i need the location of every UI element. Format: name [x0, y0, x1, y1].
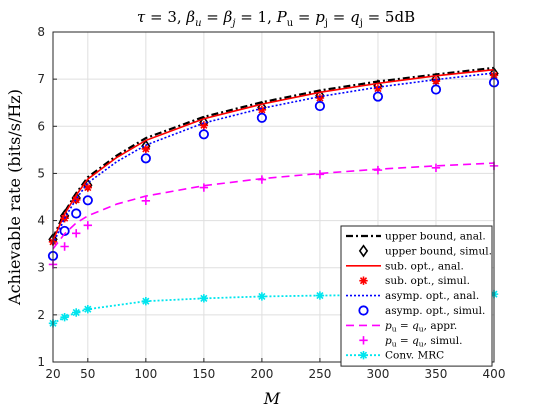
legend-marker-sample [358, 305, 369, 316]
y-tick-label: 5 [37, 166, 45, 180]
data-point [257, 105, 267, 114]
data-point [72, 229, 81, 238]
legend-entry: upper bound, simul. [358, 244, 492, 258]
series-6 [52, 162, 495, 250]
y-tick-label: 3 [37, 261, 45, 275]
legend-entry: upper bound, anal. [346, 231, 486, 243]
legend-entry: sub. opt., anal. [346, 260, 464, 272]
data-point [372, 91, 384, 102]
x-axis-label: M [263, 389, 281, 408]
data-point [430, 84, 442, 95]
x-tick-label: 20 [45, 367, 60, 381]
data-point [257, 292, 267, 301]
x-tick-label: 200 [250, 367, 273, 381]
data-point [72, 308, 81, 317]
y-tick-label: 4 [37, 214, 45, 228]
data-point [71, 208, 82, 219]
data-point [256, 112, 267, 123]
data-point [257, 175, 267, 184]
y-tick-label: 8 [37, 25, 45, 39]
x-tick-label: 400 [483, 367, 506, 381]
legend-entry: Conv. MRC [346, 350, 444, 362]
data-point [60, 313, 69, 322]
y-tick-label: 6 [37, 119, 45, 133]
legend: upper bound, anal. upper bound, simul. sub… [340, 225, 493, 367]
legend-entry: sub. opt., simul. [359, 275, 470, 287]
data-point [72, 195, 81, 205]
x-tick-label: 50 [80, 367, 95, 381]
legend-label: upper bound, simul. [385, 245, 492, 257]
data-point [83, 305, 93, 314]
x-tick-label: 100 [134, 367, 157, 381]
legend-label: pu = qu, simul. [385, 335, 462, 349]
legend-entry: asymp. opt., simul. [358, 305, 485, 317]
legend-marker-sample [359, 351, 368, 360]
legend-label: Conv. MRC [385, 350, 444, 362]
data-point [431, 76, 441, 86]
y-tick-label: 2 [37, 308, 45, 322]
data-point [315, 170, 325, 179]
legend-label: sub. opt., simul. [385, 275, 470, 287]
x-tick-label: 150 [192, 367, 215, 381]
data-point [199, 183, 209, 192]
data-point [199, 294, 209, 303]
x-tick-label: 300 [366, 367, 389, 381]
data-point [314, 100, 326, 112]
data-point [59, 225, 70, 237]
y-tick-label: 7 [37, 72, 45, 86]
data-point [431, 163, 441, 172]
chart-title: τ = 3, βu = βj = 1, Pu = pj = qj = 5dB [137, 8, 415, 29]
data-point [83, 183, 93, 192]
data-point [373, 165, 383, 175]
data-point [60, 242, 69, 251]
legend-label: asymp. opt., simul. [385, 305, 485, 317]
legend-entry: pu = qu, simul. [359, 335, 462, 349]
data-point [140, 153, 151, 164]
legend-label: sub. opt., anal. [385, 260, 464, 272]
axes-box [52, 31, 495, 363]
data-point [315, 291, 325, 300]
series-line [52, 162, 495, 250]
data-point [315, 93, 325, 103]
data-point [373, 84, 383, 93]
series-4 [52, 72, 495, 245]
data-point [141, 144, 151, 154]
legend-marker-sample [359, 336, 368, 345]
legend-label: asymp. opt., anal. [385, 290, 479, 302]
legend-marker-sample [359, 276, 368, 285]
data-point [198, 129, 209, 140]
legend-label: upper bound, anal. [385, 231, 486, 243]
series-line [52, 293, 495, 325]
legend-marker-sample [358, 244, 369, 258]
legend-entry: pu = qu, appr. [346, 320, 457, 334]
x-tick-label: 350 [425, 367, 448, 381]
data-point [82, 195, 93, 206]
data-point [141, 296, 151, 306]
legend-entry: asymp. opt., anal. [346, 290, 479, 302]
y-tick-label: 1 [37, 355, 45, 369]
data-point [83, 221, 93, 230]
legend-label: pu = qu, appr. [385, 320, 457, 334]
x-tick-label: 250 [308, 367, 331, 381]
data-point [199, 121, 209, 130]
data-point [141, 196, 151, 205]
y-axis-label: Achievable rate (bits/s/Hz) [5, 89, 24, 306]
series-line [52, 72, 495, 245]
